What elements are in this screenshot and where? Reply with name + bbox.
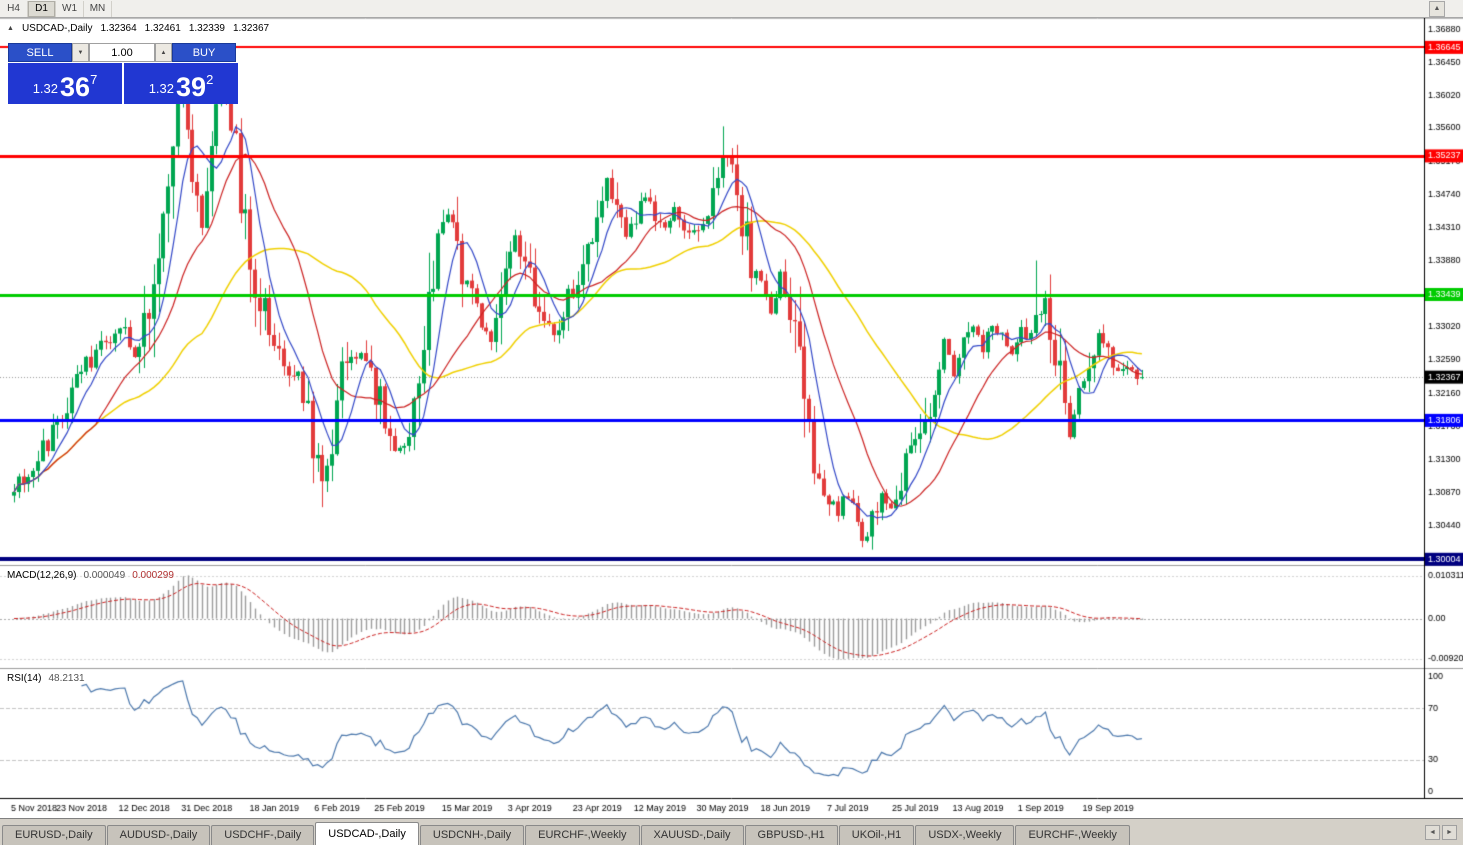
chart-tab-xauusd-daily[interactable]: XAUUSD-,Daily xyxy=(640,825,744,845)
chart-tab-audusd-daily[interactable]: AUDUSD-,Daily xyxy=(106,825,211,845)
tab-scroll-right-icon: ► xyxy=(1446,829,1453,836)
symbol-triangle-icon: ▲ xyxy=(7,25,14,32)
sell-price-prefix: 1.32 xyxy=(32,81,59,96)
chart-tab-usdcad-daily[interactable]: USDCAD-,Daily xyxy=(315,822,419,845)
scroll-up-button[interactable]: ▲ xyxy=(1429,0,1445,17)
tab-scroll-controls: ◄ ► xyxy=(1425,825,1457,840)
buy-price-prefix: 1.32 xyxy=(148,81,175,96)
macd-indicator-label: MACD(12,26,9) 0.000049 0.000299 xyxy=(7,570,174,581)
volume-increase-button[interactable]: ▲ xyxy=(155,43,172,62)
chart-tab-usdchf-daily[interactable]: USDCHF-,Daily xyxy=(211,825,315,845)
volume-decrease-button[interactable]: ▼ xyxy=(72,43,89,62)
tab-scroll-left-icon: ◄ xyxy=(1429,829,1436,836)
rsi-title: RSI(14) xyxy=(7,673,42,684)
ohlc-open-value: 1.32364 xyxy=(100,23,137,34)
macd-signal-value: 0.000299 xyxy=(132,570,174,581)
sell-price-sup: 7 xyxy=(90,72,98,87)
sell-price-main: 36 xyxy=(60,72,91,102)
rsi-value: 48.2131 xyxy=(48,673,85,684)
buy-price-sup: 2 xyxy=(206,72,214,87)
macd-title: MACD(12,26,9) xyxy=(7,570,77,581)
tf-button-w1[interactable]: W1 xyxy=(56,0,84,17)
chart-tab-eurchf-weekly-2[interactable]: EURCHF-,Weekly xyxy=(1015,825,1130,845)
sell-button[interactable]: SELL xyxy=(8,43,72,62)
price-chart-canvas[interactable] xyxy=(0,18,1463,818)
chart-symbol-header: ▲ USDCAD-,Daily 1.32364 1.32461 1.32339 … xyxy=(7,23,269,34)
tab-scroll-left-button[interactable]: ◄ xyxy=(1425,825,1440,840)
ohlc-close-value: 1.32367 xyxy=(232,23,270,34)
chart-tab-eurchf-weekly[interactable]: EURCHF-,Weekly xyxy=(525,825,640,845)
trade-panel-prices: 1.32 36 7 1.32 39 2 xyxy=(8,63,238,104)
one-click-trading-panel: SELL ▼ ▲ BUY 1.32 36 7 1.32 39 xyxy=(8,43,238,104)
sell-price-display[interactable]: 1.32 36 7 xyxy=(8,63,122,104)
spin-down-icon: ▼ xyxy=(77,49,84,56)
tab-scroll-right-button[interactable]: ► xyxy=(1442,825,1457,840)
volume-input[interactable] xyxy=(89,43,155,62)
buy-button[interactable]: BUY xyxy=(172,43,236,62)
tf-button-h4[interactable]: H4 xyxy=(0,0,28,17)
ohlc-high-value: 1.32461 xyxy=(144,23,181,34)
chart-tab-gbpusd-h1[interactable]: GBPUSD-,H1 xyxy=(744,825,838,845)
rsi-indicator-label: RSI(14) 48.2131 xyxy=(7,673,85,684)
buy-price-main: 39 xyxy=(176,72,207,102)
ohlc-low-value: 1.32339 xyxy=(188,23,225,34)
buy-price-display[interactable]: 1.32 39 2 xyxy=(124,63,238,104)
chart-tab-ukoil-h1[interactable]: UKOil-,H1 xyxy=(838,825,915,845)
chart-tab-usdx-weekly[interactable]: USDX-,Weekly xyxy=(915,825,1015,845)
chart-tab-usdcnh-daily[interactable]: USDCNH-,Daily xyxy=(419,825,525,845)
tf-button-mn[interactable]: MN xyxy=(84,0,112,17)
spin-up-icon: ▲ xyxy=(160,49,167,56)
chart-tab-eurusd-daily[interactable]: EURUSD-,Daily xyxy=(2,825,106,845)
chart-tab-bar: EURUSD-,Daily AUDUSD-,Daily USDCHF-,Dail… xyxy=(0,818,1463,845)
scroll-up-icon: ▲ xyxy=(1433,5,1441,12)
trade-panel-controls: SELL ▼ ▲ BUY xyxy=(8,43,238,62)
chart-area: ▲ USDCAD-,Daily 1.32364 1.32461 1.32339 … xyxy=(0,18,1463,818)
macd-value: 0.000049 xyxy=(83,570,126,581)
timeframe-toolbar: H4 D1 W1 MN ▲ xyxy=(0,0,1463,18)
chart-symbol-label: USDCAD-,Daily xyxy=(21,23,93,34)
tf-button-d1[interactable]: D1 xyxy=(28,0,56,17)
